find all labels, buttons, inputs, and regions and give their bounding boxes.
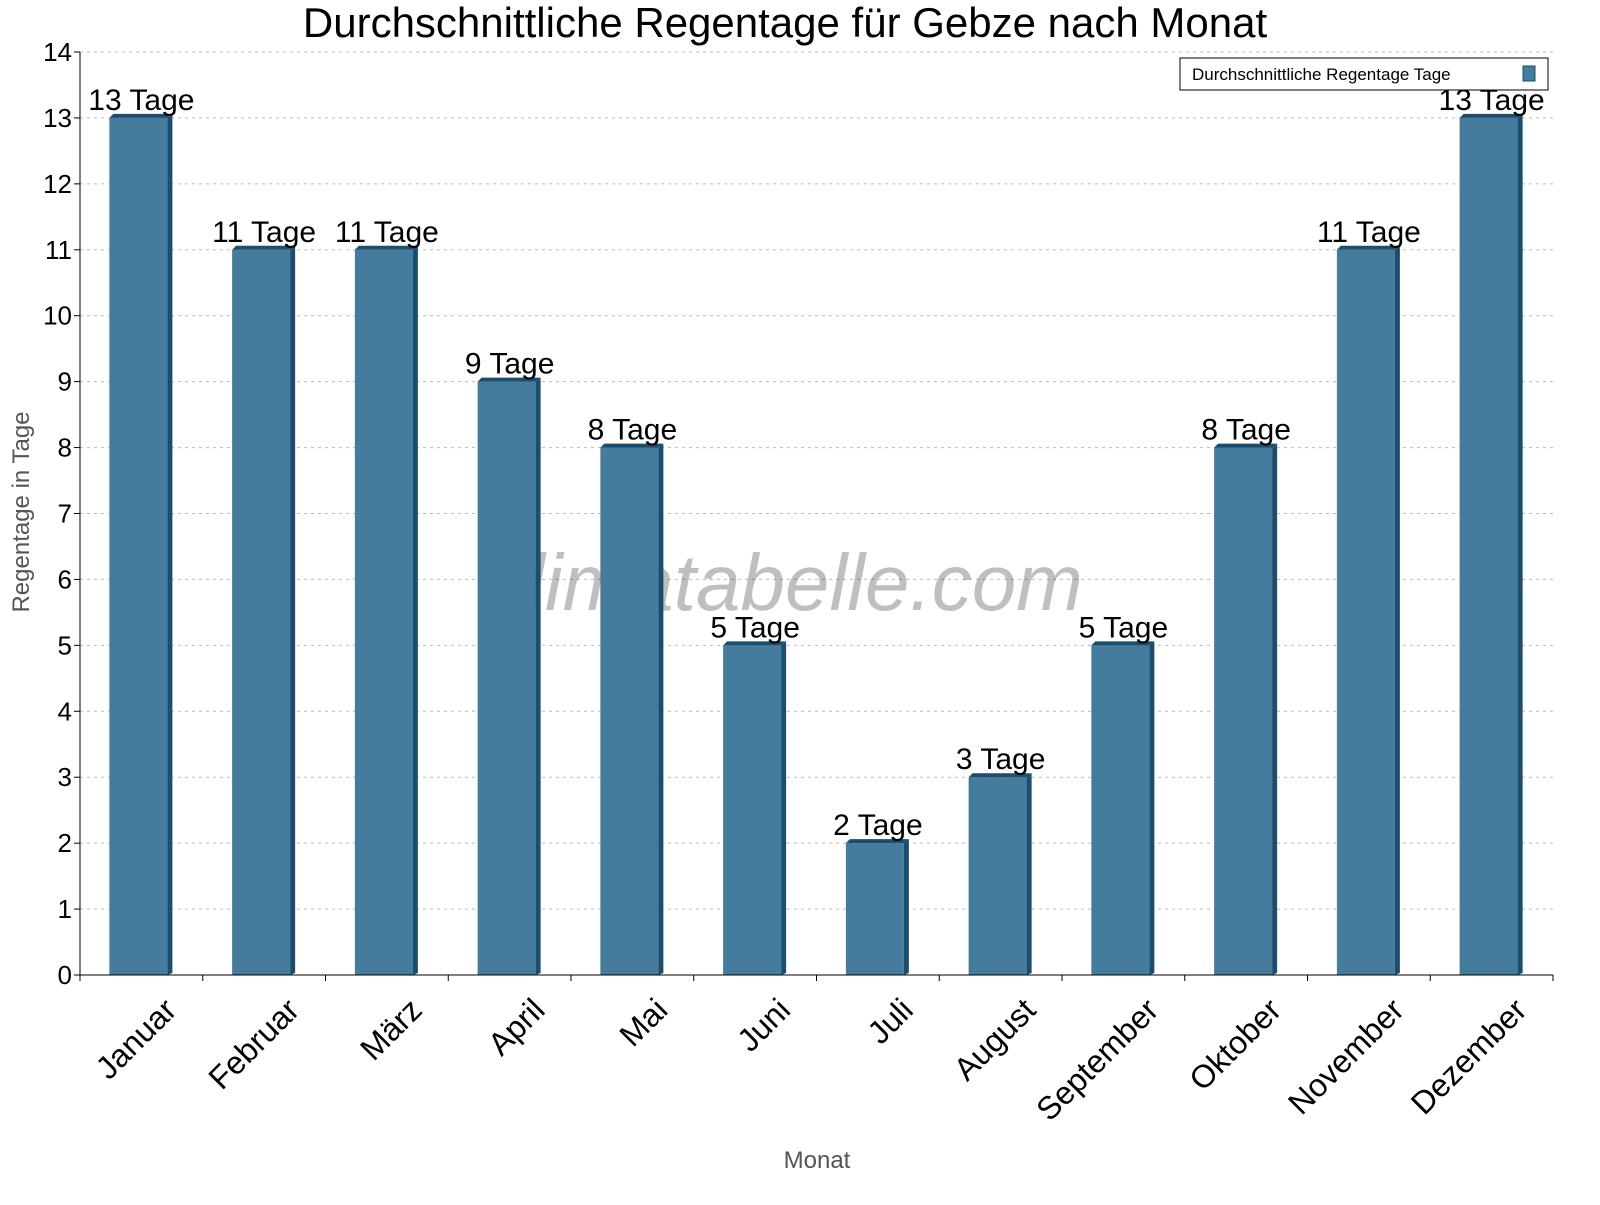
data-label: 3 Tage <box>956 743 1046 776</box>
bar <box>354 249 413 976</box>
bar-top <box>845 839 909 844</box>
bar-group: 3 Tage <box>956 743 1046 975</box>
bar <box>1336 249 1395 976</box>
x-tick-label: November <box>1281 991 1411 1121</box>
x-tick-label: Mai <box>612 991 674 1053</box>
y-tick-label: 7 <box>58 499 72 529</box>
bar-group: 11 Tage <box>1317 216 1421 976</box>
bar-top <box>477 377 541 382</box>
bar-top <box>1091 641 1155 646</box>
bar <box>1459 117 1518 975</box>
bar <box>968 777 1027 975</box>
watermark: klimatabelle.com <box>487 538 1083 627</box>
x-tick-label: März <box>353 991 429 1067</box>
y-tick-label: 3 <box>58 762 72 792</box>
bar-side <box>1149 641 1155 975</box>
bar-side <box>1272 443 1278 976</box>
legend: Durchschnittliche Regentage Tage <box>1179 57 1549 91</box>
bar-top <box>109 113 173 118</box>
bar-group: 5 Tage <box>710 611 800 975</box>
x-tick-label: August <box>947 991 1043 1087</box>
x-tick-label: Juli <box>860 991 919 1050</box>
y-tick-label: 13 <box>43 103 72 133</box>
bar-side <box>167 113 173 975</box>
y-tick-label: 12 <box>43 169 72 199</box>
legend-label: Durchschnittliche Regentage Tage <box>1192 65 1451 84</box>
y-tick-label: 9 <box>58 367 72 397</box>
data-label: 2 Tage <box>833 809 923 842</box>
bar-side <box>535 377 541 976</box>
bar-top <box>600 443 664 448</box>
bar <box>1214 447 1273 976</box>
bar <box>600 447 659 976</box>
bar-side <box>1394 245 1400 976</box>
y-tick-label: 11 <box>45 235 72 265</box>
data-label: 9 Tage <box>465 348 555 381</box>
data-label: 5 Tage <box>710 611 800 644</box>
bar <box>1091 645 1150 975</box>
bar-group: 13 Tage <box>88 84 194 975</box>
bar-side <box>658 443 664 976</box>
bars: 13 Tage 11 Tage 11 Tage 9 Tage 8 Tage 5 Tage 2… <box>88 84 1545 976</box>
x-axis-label: Monat <box>784 1147 851 1174</box>
bar-group: 5 Tage <box>1079 611 1169 975</box>
y-tick-label: 10 <box>43 301 72 331</box>
gridlines <box>80 51 1553 910</box>
bar <box>109 117 168 975</box>
bar-group: 8 Tage <box>1201 414 1291 976</box>
bar-group: 8 Tage <box>588 414 678 976</box>
data-label: 5 Tage <box>1079 611 1169 644</box>
bar-top <box>1214 443 1278 448</box>
bar-group: 2 Tage <box>833 809 923 975</box>
x-tick-label: Februar <box>201 991 306 1096</box>
bar-top <box>354 245 418 250</box>
bar-group: 11 Tage <box>335 216 439 976</box>
y-tick-label: 1 <box>58 894 72 924</box>
y-tick-label: 8 <box>58 433 72 463</box>
y-tick-label: 5 <box>58 630 72 660</box>
y-tick-label: 0 <box>58 960 72 990</box>
data-label: 13 Tage <box>88 84 194 117</box>
bar-side <box>290 245 296 976</box>
y-tick-label: 2 <box>58 828 72 858</box>
bar <box>477 381 536 976</box>
data-label: 8 Tage <box>1201 414 1291 447</box>
x-tick-label: Januar <box>89 991 184 1086</box>
bar <box>723 645 782 975</box>
bar-top <box>968 773 1032 778</box>
data-label: 11 Tage <box>335 216 439 249</box>
y-tick-label: 4 <box>58 696 72 726</box>
bar-group: 13 Tage <box>1439 84 1545 975</box>
data-label: 11 Tage <box>1317 216 1421 249</box>
bar <box>232 249 291 976</box>
bar-top <box>1336 245 1400 250</box>
chart-title: Durchschnittliche Regentage für Gebze na… <box>303 0 1268 46</box>
bar-side <box>1517 113 1523 975</box>
y-tick-label: 14 <box>43 37 72 67</box>
data-label: 11 Tage <box>212 216 316 249</box>
x-tick-label: Dezember <box>1404 991 1534 1121</box>
x-tick-label: Oktober <box>1182 991 1288 1097</box>
bar-top <box>232 245 296 250</box>
legend-swatch <box>1522 65 1536 82</box>
y-axis-label: Regentage in Tage <box>8 411 35 612</box>
bar-top <box>1459 113 1523 118</box>
bar <box>845 843 904 975</box>
bar-side <box>903 839 909 975</box>
bar-side <box>781 641 787 975</box>
data-label: 8 Tage <box>588 414 678 447</box>
x-tick-label: September <box>1029 991 1165 1127</box>
bar-group: 11 Tage <box>212 216 316 976</box>
legend-box <box>1179 57 1549 91</box>
x-tick-label: April <box>481 991 552 1062</box>
bar-side <box>1026 773 1032 975</box>
y-tick-label: 6 <box>58 564 72 594</box>
bar-group: 9 Tage <box>465 348 555 976</box>
bar-top <box>723 641 787 646</box>
bar-side <box>412 245 418 976</box>
x-tick-label: Juni <box>730 991 797 1058</box>
